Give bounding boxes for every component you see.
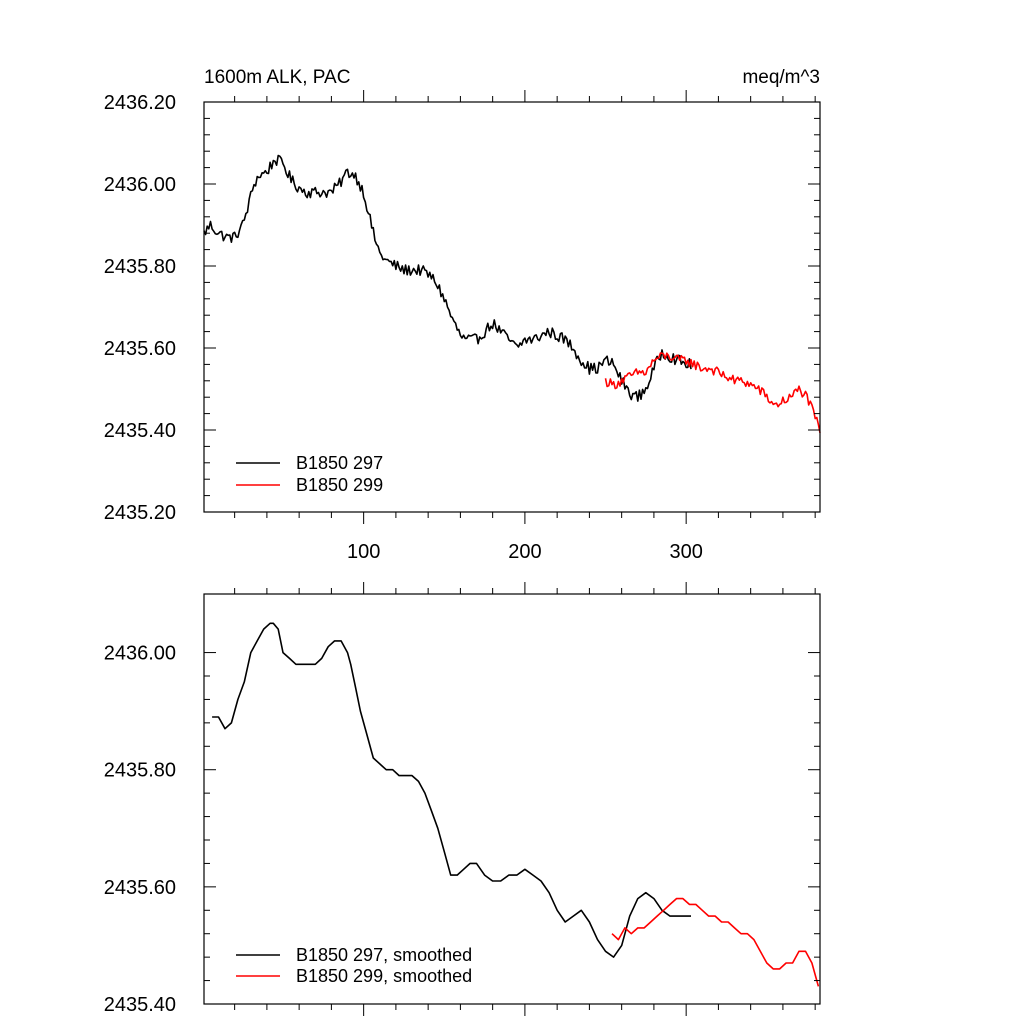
y-tick-label: 2435.40 (104, 994, 176, 1016)
x-tick-label: 200 (508, 541, 541, 563)
y-tick-label: 2435.60 (104, 338, 176, 360)
series-line-1 (611, 897, 820, 987)
y-tick-label: 2435.60 (104, 877, 176, 899)
series-line-0 (212, 622, 691, 958)
legend-label-0: B1850 297, smoothed (296, 945, 472, 965)
chart-title-left: 1600m ALK, PAC (204, 67, 350, 88)
legend-label-0: B1850 297 (296, 453, 383, 473)
legend-label-1: B1850 299 (296, 475, 383, 495)
y-tick-label: 2436.20 (104, 92, 176, 114)
y-tick-label: 2436.00 (104, 174, 176, 196)
plot-frame (203, 101, 821, 513)
plot-frame (203, 593, 821, 1005)
y-tick-label: 2435.40 (104, 420, 176, 442)
y-tick-label: 2435.80 (104, 256, 176, 278)
series-line-1 (604, 352, 821, 434)
x-tick-label: 300 (669, 541, 702, 563)
y-tick-label: 2436.00 (104, 643, 176, 665)
series-line-0 (203, 154, 692, 402)
top-panel: 2435.20 2435.40 2435.60 2435.80 2436.00 2436.… (104, 67, 821, 563)
x-tick-label: 100 (347, 541, 380, 563)
chart-title-right: meq/m^3 (742, 67, 820, 88)
legend-label-1: B1850 299, smoothed (296, 966, 472, 986)
y-tick-label: 2435.20 (104, 502, 176, 524)
bottom-panel: 2435.40 2435.60 2435.80 2436.00 B1850 297, s… (104, 582, 821, 1016)
y-tick-label: 2435.80 (104, 760, 176, 782)
